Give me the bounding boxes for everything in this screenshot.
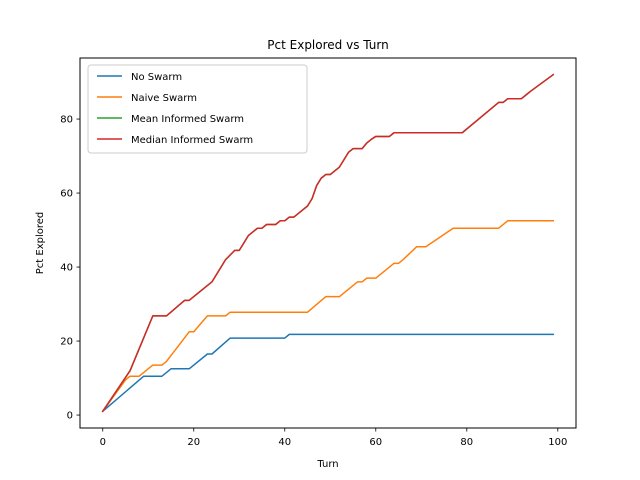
- x-tick-label: 100: [548, 437, 567, 448]
- legend-label: Naive Swarm: [131, 93, 197, 104]
- x-tick-label: 60: [369, 437, 382, 448]
- x-tick-label: 20: [187, 437, 200, 448]
- series-line-naive-swarm: [101, 220, 554, 413]
- x-tick-label: 0: [100, 437, 106, 448]
- y-tick-label: 60: [60, 189, 73, 200]
- series-line-median-informed-swarm: [101, 73, 555, 413]
- y-axis-label: Pct Explored: [35, 212, 46, 275]
- plot-frame: [79, 57, 577, 429]
- y-tick-label: 20: [60, 337, 73, 348]
- y-tick-label: 0: [67, 411, 73, 422]
- chart-title: Pct Explored vs Turn: [267, 38, 388, 52]
- legend: No Swarm Naive Swarm Mean Informed Swarm Me…: [87, 64, 308, 154]
- series-line-no-swarm: [101, 333, 554, 413]
- legend-box: [87, 64, 308, 154]
- y-axis-ticks: 0 20 40 60 80: [60, 115, 80, 422]
- legend-label: Mean Informed Swarm: [131, 114, 244, 125]
- x-axis-ticks: 0 20 40 60 80 100: [100, 428, 567, 448]
- x-tick-label: 40: [278, 437, 291, 448]
- x-axis-label: Turn: [316, 459, 338, 470]
- x-tick-label: 80: [460, 437, 473, 448]
- legend-label: No Swarm: [131, 72, 182, 83]
- y-tick-label: 40: [60, 263, 73, 274]
- series-layer: [101, 73, 555, 413]
- y-tick-label: 80: [60, 115, 73, 126]
- legend-label: Median Informed Swarm: [131, 135, 253, 146]
